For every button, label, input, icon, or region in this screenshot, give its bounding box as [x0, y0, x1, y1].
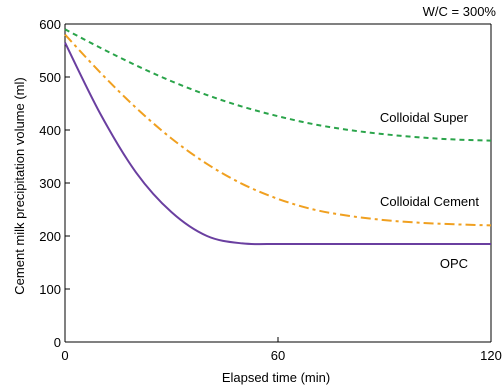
- x-axis-ticks: 0 60 120: [61, 337, 502, 363]
- series-label-opc: OPC: [440, 256, 468, 271]
- y-tick-label: 600: [39, 17, 61, 32]
- x-tick-label: 120: [480, 348, 502, 363]
- y-tick-label: 100: [39, 282, 61, 297]
- y-tick-label: 300: [39, 176, 61, 191]
- series-layer: [64, 28, 492, 246]
- y-tick-label: 200: [39, 229, 61, 244]
- x-tick-label: 60: [271, 348, 285, 363]
- y-tick-label: 0: [54, 335, 61, 350]
- y-tick-label: 500: [39, 70, 61, 85]
- y-axis-title: Cement milk precipitation volume (ml): [12, 77, 27, 294]
- x-tick-label: 0: [61, 348, 68, 363]
- x-axis-title: Elapsed time (min): [222, 370, 330, 385]
- chart-annotation: W/C = 300%: [423, 4, 497, 19]
- series-line-opc: [64, 42, 491, 246]
- y-axis-ticks: 0 100 200 300 400 500 600: [39, 17, 70, 350]
- y-tick-label: 400: [39, 123, 61, 138]
- series-label-colloidal-cement: Colloidal Cement: [380, 194, 479, 209]
- series-label-colloidal-super: Colloidal Super: [380, 110, 469, 125]
